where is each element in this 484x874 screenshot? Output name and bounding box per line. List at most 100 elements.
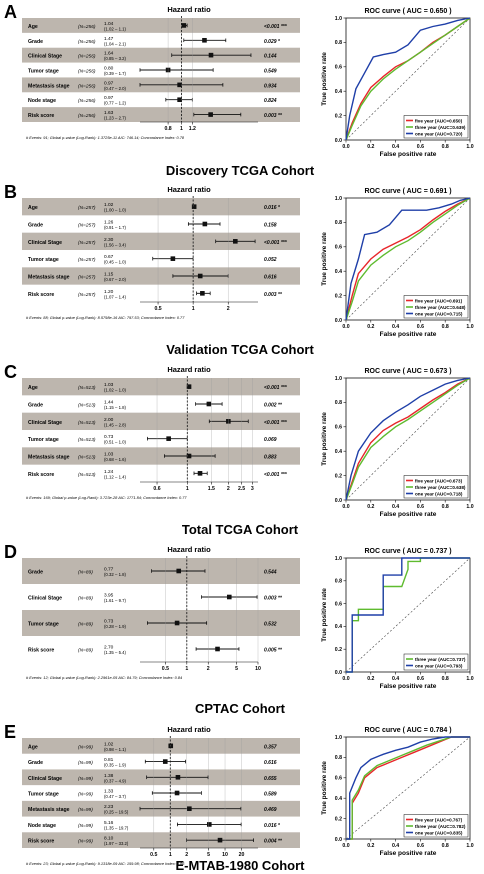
roc-legend-entry: three year (AUC=0.737) [415,657,466,662]
row-ci-value: (0.47 – 3.7) [104,794,127,799]
row-variable-label: Metastasis stage [28,807,70,813]
panel-letter: A [4,2,17,22]
row-n-label: (N=89) [78,570,93,576]
roc-x-axis-label: False positive rate [380,511,437,518]
roc-y-tick-label: 0.0 [335,837,342,843]
row-variable-label: Tumor stage [28,257,59,263]
roc-plot: ROC curve ( AUC = 0.784 ) 0.00.0 0.2 0.2 0.4… [321,727,474,857]
row-ci-value: (1.56 – 3.4) [104,242,127,247]
row-hr-value: 0.67 [104,254,114,260]
row-variable-label: Tumor stage [28,69,59,75]
hr-point [226,594,232,600]
row-hr-value: 1.38 [104,773,114,779]
row-hr-value: 1.02 [104,741,114,747]
forest-row: Risk score (N=256) 1.63(1.23 – 2.7) 0.003 *… [22,107,300,122]
forest-tick-label: 0.5 [150,852,157,858]
forest-footer: # Events: 23; Global p-value (Log-Rank):… [26,861,185,866]
row-ci-value: (0.91 – 1.7) [104,225,127,230]
forest-row: Age (N=256) 1.04(1.02 – 1.1) <0.001 *** [22,18,300,33]
roc-x-tick-label: 0.0 [342,324,349,330]
forest-tick-label: 2 [227,486,230,492]
forest-row: Risk score (N=89) 2.70(1.35 – 5.4) 0.005 ** [28,645,283,656]
roc-diagonal [345,17,471,141]
hr-point [181,23,187,28]
row-variable-label: Clinical Stage [28,776,62,782]
hr-point [175,774,181,780]
hr-point [206,401,212,407]
hr-point [197,273,203,279]
forest-plot: Hazard ratio Age (N=257) 1.02(1.00 – 1.0) 0.… [22,185,300,320]
forest-plot: Hazard ratio Age (N=99) 1.02(0.98 – 1.1) 0.3… [22,725,300,866]
forest-row: Clinical Stage (N=99) 1.38(0.37 – 4.9) 0.65… [22,769,300,786]
row-ci-value: (1.07 – 1.4) [104,294,127,299]
row-n-label: (N=99) [78,823,93,829]
roc-y-tick-label: 0.8 [335,40,342,46]
row-hr-value: 5.16 [104,820,114,826]
row-hr-value: 1.04 [104,21,114,27]
row-ci-value: (0.67 – 2.0) [104,277,127,282]
row-ci-value: (0.25 – 19.5) [104,810,129,815]
row-variable-label: Clinical Stage [28,420,62,426]
row-p-value: 0.016 * [264,823,281,829]
hr-point [215,646,220,652]
roc-x-tick-label: 0.4 [392,144,399,150]
roc-y-axis-label: True positive rate [321,588,328,642]
forest-footer: # Events: 12; Global p-value (Log-Rank):… [26,675,183,680]
forest-tick-label: 0.8 [164,126,171,132]
roc-curve-three-year [346,736,470,840]
row-p-value: <0.001 *** [264,420,288,426]
forest-row: Clinical Stage (N=513) 2.00(1.45 – 2.8) <0.… [22,412,300,430]
roc-x-tick-label: 0.6 [417,144,424,150]
forest-row: Age (N=257) 1.02(1.00 – 1.0) 0.016 * [22,198,300,216]
row-n-label: (N=513) [78,403,96,409]
roc-y-tick-label: 0.6 [335,65,342,71]
row-ci-value: (0.77 – 1.2) [104,101,127,106]
row-p-value: 0.016 * [264,205,281,211]
row-variable-label: Tumor stage [28,622,59,628]
roc-legend-entry: three year (AUC=0.648) [415,305,466,310]
row-n-label: (N=256) [78,39,96,45]
roc-y-tick-label: 0.0 [335,670,342,676]
roc-y-tick-label: 0.2 [335,647,342,653]
row-p-value: 0.005 ** [264,648,283,654]
hr-point [187,806,192,812]
row-variable-label: Age [28,744,38,750]
row-p-value: 0.655 [264,776,277,782]
row-n-label: (N=257) [78,223,96,229]
row-hr-value: 3.95 [104,593,114,599]
row-n-label: (N=256) [78,98,96,104]
row-n-label: (N=257) [78,257,96,263]
row-n-label: (N=256) [78,83,96,89]
roc-x-axis-label: False positive rate [380,331,437,338]
roc-title: ROC curve ( AUC = 0.673 ) [364,368,451,375]
cohort-title: CPTAC Cohort [195,701,286,716]
roc-legend-entry: one year (AUC=0.715) [415,311,463,316]
roc-legend-entry: one year (AUC=0.720) [415,131,463,136]
hr-point [177,82,182,88]
row-p-value: 0.616 [264,760,277,766]
roc-curve-five-year [345,377,471,501]
hr-point [197,471,203,476]
row-ci-value: (0.85 – 3.2) [104,56,127,61]
panel-letter: B [4,182,17,202]
hr-point [208,52,214,58]
row-variable-label: Tumor stage [28,437,59,443]
forest-row: Tumor stage (N=99) 1.33(0.47 – 3.7) 0.589 [28,789,277,800]
roc-diagonal [345,197,471,321]
hr-point [166,436,171,441]
roc-y-tick-label: 0.6 [335,425,342,431]
roc-curve-five-year [345,197,471,321]
row-p-value: 0.589 [264,792,277,798]
row-ci-value: (0.32 – 1.8) [104,572,127,577]
forest-tick-label: 2.5 [238,486,245,492]
roc-legend-box [403,295,469,319]
roc-x-tick-label: 0.4 [392,676,399,682]
roc-x-tick-label: 0.2 [367,504,374,510]
roc-x-tick-label: 0.2 [367,324,374,330]
roc-x-tick-label: 0.8 [442,843,449,849]
row-shade [22,47,300,63]
forest-row: Age (N=513) 1.03(1.02 – 1.0) <0.001 *** [22,378,300,396]
panel-letter: D [4,542,17,562]
row-hr-value: 1.44 [104,400,114,406]
